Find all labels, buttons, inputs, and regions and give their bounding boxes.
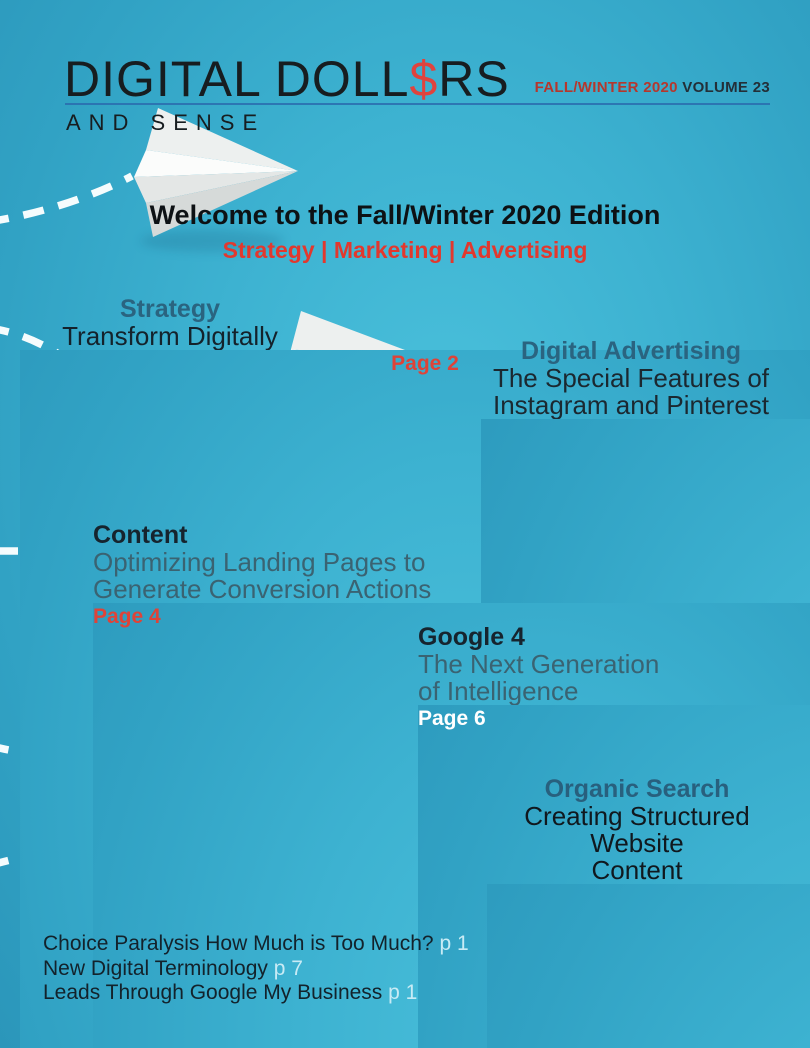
masthead-subtitle: AND SENSE	[66, 110, 266, 135]
paper-plane-top	[134, 108, 298, 237]
article-index: Choice Paralysis How Much is Too Much? p…	[43, 932, 469, 1006]
masthead-title: DIGITAL DOLL$RS	[64, 50, 510, 108]
welcome-heading: Welcome to the Fall/Winter 2020 Edition	[149, 200, 661, 230]
masthead-title-pre: DIGITAL DOLL	[64, 51, 410, 107]
feature-title-line: of Intelligence	[418, 676, 579, 706]
index-item-page: p 1	[388, 981, 418, 1004]
welcome-tagline: Strategy | Marketing | Advertising	[222, 237, 588, 263]
index-item: New Digital Terminology p 7	[43, 957, 469, 982]
index-item-title: Leads Through Google My Business	[43, 981, 383, 1004]
issue-line: FALL/WINTER 2020 VOLUME 23	[535, 79, 770, 96]
feature-title-line: The Next Generation	[418, 649, 660, 679]
feature-category: Content	[93, 521, 188, 549]
masthead-rule	[65, 103, 770, 105]
feature-title-line: Instagram and Pinterest	[492, 390, 770, 420]
masthead-title-post: RS	[438, 51, 510, 107]
feature-title-line: Optimizing Landing Pages to	[93, 547, 426, 577]
index-item: Choice Paralysis How Much is Too Much? p…	[43, 932, 469, 957]
index-item-title: New Digital Terminology	[43, 956, 268, 980]
feature-category: Strategy	[119, 295, 221, 323]
feature-category: Organic Search	[544, 775, 730, 803]
feature-organic-search: Organic Search Creating Structured Websi…	[487, 775, 810, 1048]
index-item-page: p 7	[273, 956, 303, 980]
index-item-page: p 1	[439, 932, 469, 955]
index-item: Leads Through Google My Business p 1	[43, 981, 469, 1006]
flight-trail-1	[0, 172, 134, 224]
feature-category: Google 4	[418, 623, 525, 651]
index-item-title: Choice Paralysis How Much is Too Much?	[43, 932, 434, 955]
feature-category: Digital Advertising	[521, 337, 741, 365]
feature-title-line: Transform Digitally	[62, 321, 278, 351]
masthead-dollar-sign: $	[409, 51, 439, 107]
feature-title-line: The Special Features of	[492, 363, 770, 393]
feature-page-ref: Page 5	[487, 884, 810, 1048]
issue-season: FALL/WINTER 2020	[534, 79, 678, 96]
feature-title-line: Generate Conversion Actions	[93, 574, 432, 604]
issue-volume: VOLUME 23	[682, 79, 770, 96]
feature-title-line: Creating Structured Website	[524, 801, 750, 858]
feature-title-line: Content	[591, 855, 683, 885]
